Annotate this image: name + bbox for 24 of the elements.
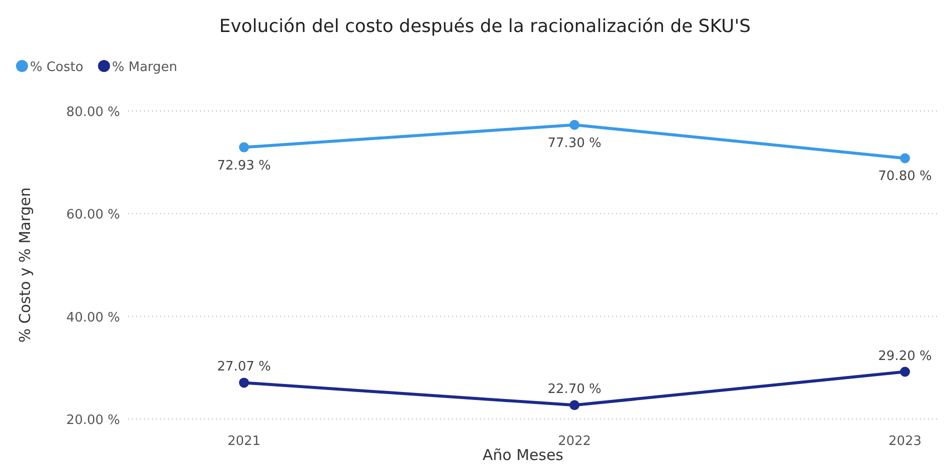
y-axis-title: % Costo y % Margen — [16, 187, 34, 343]
y-tick-label: 20.00 % — [66, 413, 120, 428]
data-label: 22.70 % — [548, 382, 602, 398]
chart-title: Evolución del costo después de la racionalización de SKU'S — [219, 16, 751, 37]
point — [900, 366, 910, 377]
legend-label: % Margen — [112, 60, 178, 75]
y-tick-label: 40.00 % — [66, 310, 120, 326]
x-tick-label: 2023 — [888, 434, 922, 449]
x-axis-title: Año Meses — [482, 446, 564, 464]
data-label: 29.20 % — [878, 348, 932, 364]
legend-label: % Costo — [30, 60, 84, 75]
y-tick-label: 60.00 % — [66, 208, 120, 223]
x-tick-label: 2022 — [558, 434, 592, 449]
data-label: 72.93 % — [217, 158, 271, 174]
point — [239, 378, 249, 388]
x-tick-label: 2021 — [227, 434, 261, 449]
data-label: 70.80 % — [878, 169, 932, 184]
point — [239, 142, 249, 152]
point — [570, 400, 580, 410]
point — [570, 120, 580, 130]
y-tick-label: 80.00 % — [66, 105, 120, 120]
point — [900, 153, 910, 164]
data-label: 27.07 % — [217, 360, 271, 375]
data-label: 77.30 % — [548, 136, 602, 151]
